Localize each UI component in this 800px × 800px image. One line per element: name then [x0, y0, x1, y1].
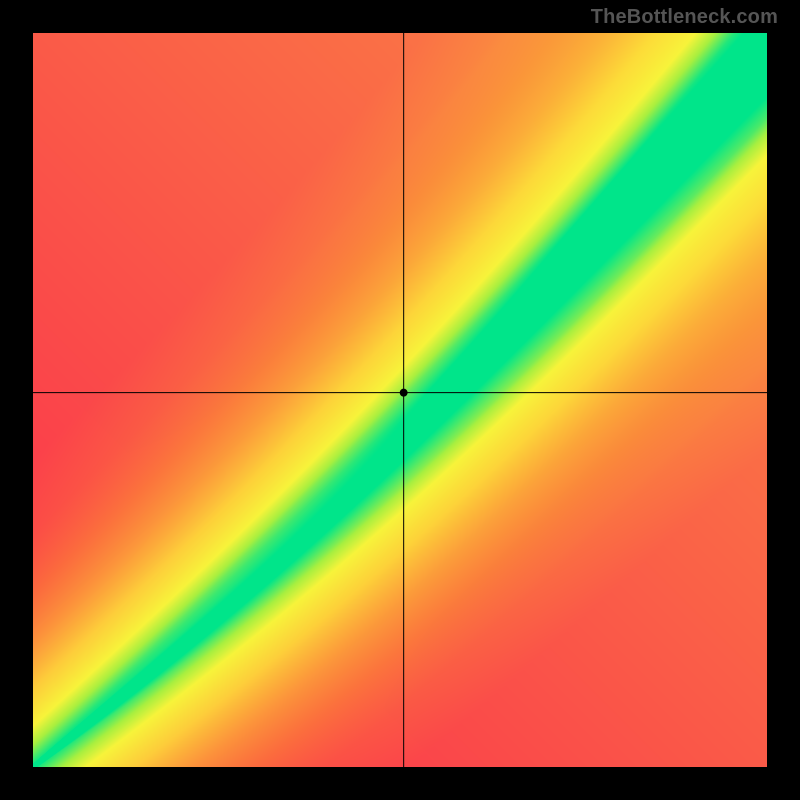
chart-container: TheBottleneck.com — [0, 0, 800, 800]
watermark-text: TheBottleneck.com — [591, 6, 778, 29]
bottleneck-heatmap — [33, 33, 767, 767]
